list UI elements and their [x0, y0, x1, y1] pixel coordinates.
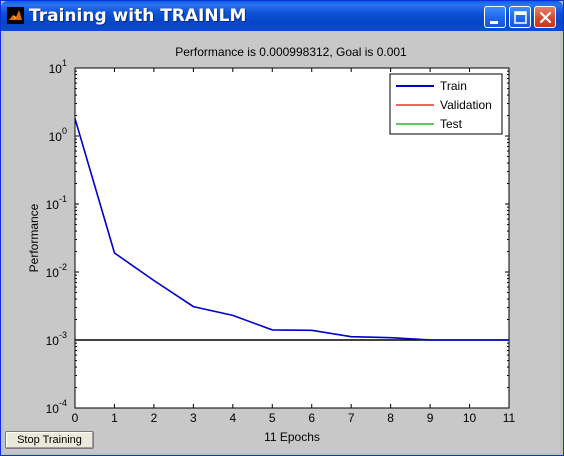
x-tick-label: 11 — [503, 411, 516, 425]
close-button[interactable] — [534, 6, 556, 28]
legend-entry: Test — [440, 117, 463, 131]
series-line-train — [74, 118, 509, 341]
x-tick-label: 2 — [151, 411, 158, 425]
minimize-icon — [490, 21, 498, 24]
legend: Train Validation Test — [389, 73, 503, 135]
legend-entry: Validation — [440, 98, 492, 112]
axis-ticks: 0 1 2 3 4 5 6 7 8 9 10 11 101 100 10-1 10-2 10-3 10-4 — [46, 58, 516, 425]
y-tick-label: 10-1 — [46, 194, 67, 212]
maximize-button[interactable] — [509, 6, 531, 28]
maximize-icon — [514, 11, 527, 24]
x-tick-label: 0 — [72, 411, 79, 425]
matlab-icon — [7, 7, 24, 24]
x-tick-label: 3 — [190, 411, 197, 425]
x-tick-label: 4 — [229, 411, 236, 425]
minimize-button[interactable] — [484, 6, 506, 28]
x-tick-label: 6 — [308, 411, 315, 425]
x-tick-label: 7 — [348, 411, 355, 425]
x-tick-label: 10 — [463, 411, 477, 425]
close-icon — [539, 11, 552, 24]
x-axis-label: 11 Epochs — [264, 430, 320, 444]
legend-entry: Train — [440, 79, 467, 93]
title-bar[interactable]: Training with TRAINLM — [1, 1, 563, 31]
x-tick-label: 9 — [427, 411, 434, 425]
y-tick-label: 10-4 — [46, 398, 67, 416]
chart-title: Performance is 0.000998312, Goal is 0.00… — [175, 45, 407, 59]
window-title: Training with TRAINLM — [29, 6, 247, 26]
y-tick-label: 10-2 — [46, 262, 67, 280]
x-tick-label: 5 — [269, 411, 276, 425]
y-tick-label: 101 — [49, 58, 67, 76]
stop-training-button[interactable]: Stop Training — [5, 431, 94, 449]
y-axis-label: Performance — [27, 203, 41, 272]
series-layer — [74, 118, 509, 341]
y-tick-label: 10-3 — [46, 330, 67, 348]
x-tick-label: 1 — [111, 411, 118, 425]
x-tick-label: 8 — [387, 411, 394, 425]
y-tick-label: 100 — [49, 126, 67, 144]
